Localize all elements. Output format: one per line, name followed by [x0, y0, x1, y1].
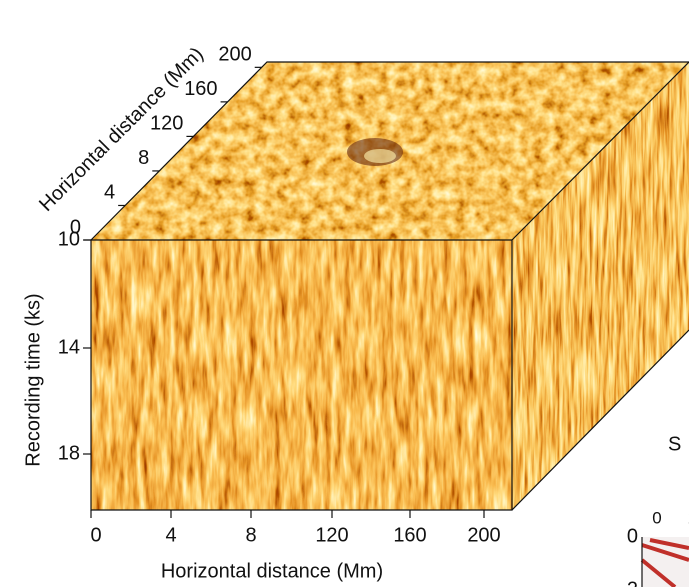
x-tick-label: 120 — [315, 524, 348, 546]
front-face — [91, 240, 512, 510]
y-tick-label: 14 — [58, 336, 80, 358]
inset-y-tick: 2 — [627, 578, 638, 587]
depth-tick-label: 0 — [70, 216, 81, 238]
inset-title: S — [668, 433, 681, 455]
cube-edges — [90, 61, 689, 511]
y-tick-label: 18 — [58, 442, 80, 464]
depth-tick-label: 160 — [184, 78, 217, 100]
y-tick-label: 10 — [58, 228, 80, 250]
x-tick-label: 8 — [245, 524, 256, 546]
inset: S 0 2 0 2 — [627, 433, 689, 587]
x-tick-label: 160 — [393, 524, 426, 546]
y-axis-label: Recording time (ks) — [22, 293, 44, 466]
depth-tick-label: 200 — [218, 44, 251, 66]
x-tick-label: 4 — [165, 524, 176, 546]
depth-tick-label: 4 — [104, 182, 115, 204]
x-axis-label: Horizontal distance (Mm) — [161, 560, 383, 582]
x-tick-label: 0 — [90, 524, 101, 546]
inset-y-tick: 0 — [627, 525, 638, 547]
inset-x-tick: 0 — [652, 508, 661, 527]
x-tick-label: 200 — [467, 524, 500, 546]
depth-tick-label: 8 — [138, 147, 149, 169]
depth-tick-label: 120 — [150, 113, 183, 135]
